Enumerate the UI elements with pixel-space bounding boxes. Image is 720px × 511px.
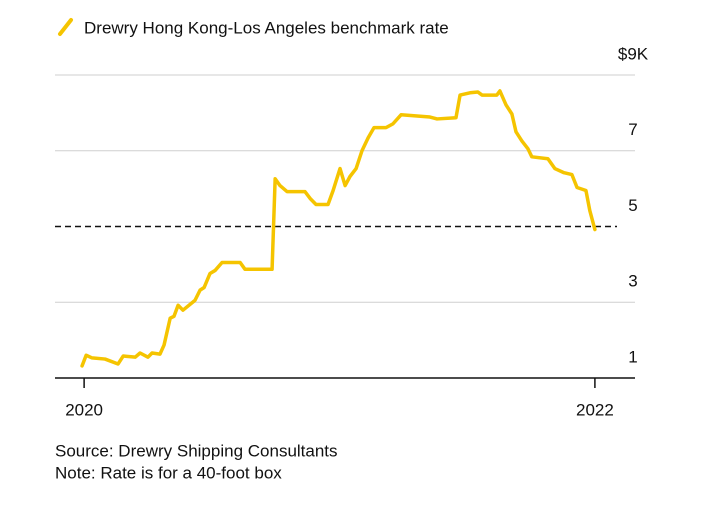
source: Source: Drewry Shipping Consultants — [55, 441, 338, 460]
y-tick-label: 1 — [628, 347, 637, 366]
legend-swatch — [58, 18, 73, 36]
y-tick-label: 3 — [628, 272, 637, 291]
x-tick-label: 2022 — [576, 400, 614, 419]
x-tick-label: 2020 — [65, 400, 103, 419]
note: Note: Rate is for a 40-foot box — [55, 463, 282, 482]
y-tick-label: 5 — [628, 196, 637, 215]
legend-label: Drewry Hong Kong-Los Angeles benchmark r… — [84, 18, 449, 37]
y-tick-label: 7 — [628, 120, 637, 139]
line — [80, 89, 597, 368]
y-tick-label: $9K — [618, 44, 649, 63]
